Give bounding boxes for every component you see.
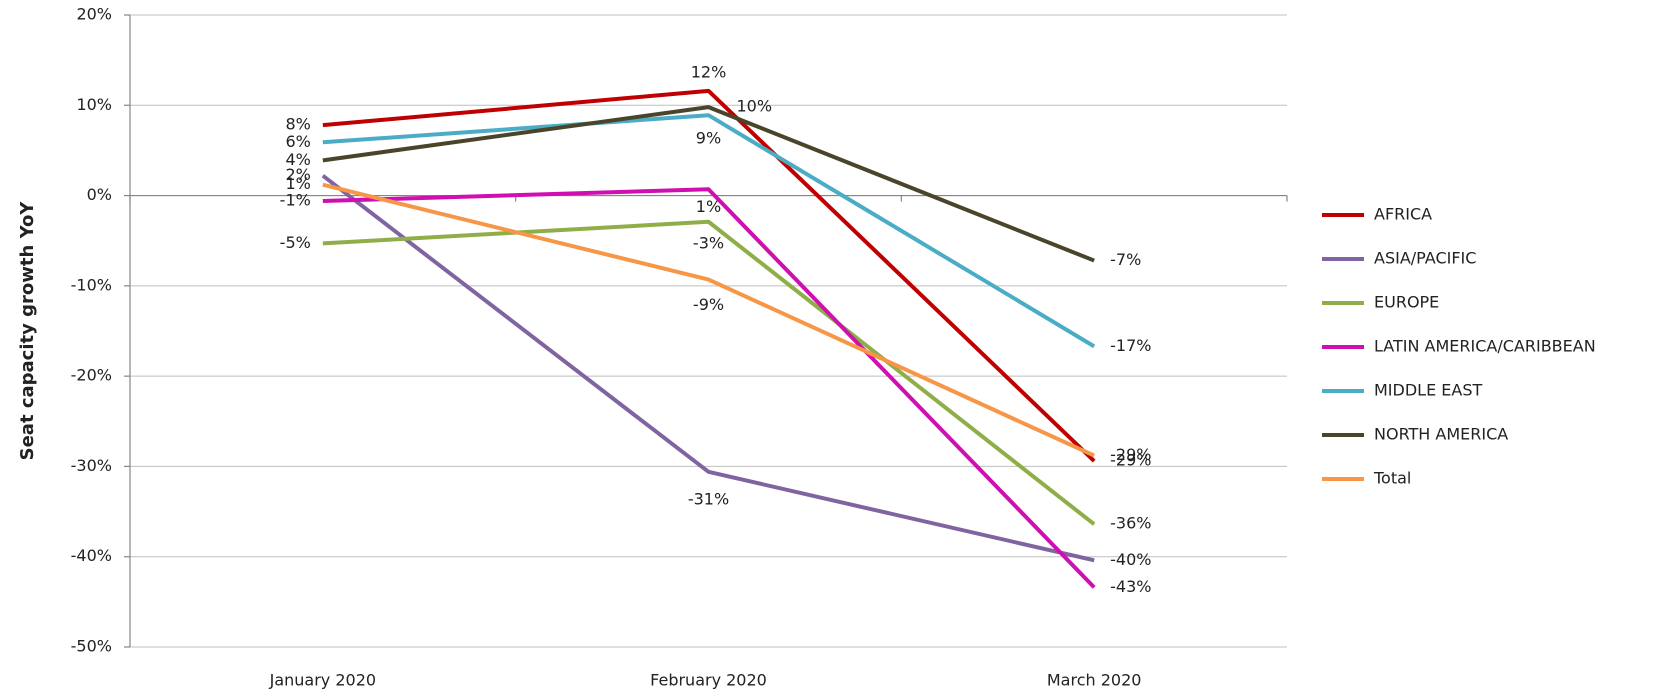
y-tick-label: -10% xyxy=(71,275,112,294)
data-label: -31% xyxy=(688,489,729,508)
y-tick-label: 10% xyxy=(76,95,112,114)
data-label: 12% xyxy=(691,62,727,81)
data-label: -1% xyxy=(280,190,311,209)
legend-label: ASIA/PACIFIC xyxy=(1374,249,1476,268)
x-tick-label: February 2020 xyxy=(650,671,767,690)
series-line xyxy=(322,113,1096,349)
data-label: 4% xyxy=(285,150,310,169)
data-label: -7% xyxy=(1110,250,1141,269)
legend-label: Total xyxy=(1373,469,1411,488)
y-tick-label: -50% xyxy=(71,637,112,656)
data-label: -29% xyxy=(1110,445,1151,464)
series-line xyxy=(322,105,1095,263)
series-line xyxy=(322,88,1096,463)
y-tick-label: 0% xyxy=(87,185,112,204)
series-line xyxy=(322,219,1096,526)
legend-label: AFRICA xyxy=(1374,205,1432,224)
legend-label: EUROPE xyxy=(1374,293,1439,312)
data-label: -29% xyxy=(1110,451,1151,470)
data-label: -40% xyxy=(1110,550,1151,569)
series-line xyxy=(322,187,1096,589)
data-label: 1% xyxy=(285,174,310,193)
y-tick-label: 20% xyxy=(76,5,112,24)
legend-label: MIDDLE EAST xyxy=(1374,381,1482,400)
data-label: -3% xyxy=(693,233,724,252)
data-label: 10% xyxy=(737,97,773,116)
data-label: -36% xyxy=(1110,514,1151,533)
x-tick-label: January 2020 xyxy=(269,671,376,690)
data-label: 2% xyxy=(285,165,310,184)
data-label: -17% xyxy=(1110,336,1151,355)
data-label: 6% xyxy=(285,132,310,151)
series-line xyxy=(322,182,1096,458)
data-label: -9% xyxy=(693,295,724,314)
x-tick-label: March 2020 xyxy=(1047,671,1142,690)
series-line xyxy=(321,174,1095,563)
legend-label: LATIN AMERICA/CARIBBEAN xyxy=(1374,337,1596,356)
data-label: -43% xyxy=(1110,577,1151,596)
y-axis-title: Seat capacity growth YoY xyxy=(17,201,38,461)
y-tick-label: -20% xyxy=(71,366,112,385)
y-tick-label: -40% xyxy=(71,546,112,565)
legend-label: NORTH AMERICA xyxy=(1374,425,1508,444)
data-label: 9% xyxy=(696,129,721,148)
data-label: 1% xyxy=(696,197,721,216)
data-label: -5% xyxy=(280,233,311,252)
data-label: 8% xyxy=(285,115,310,134)
y-tick-label: -30% xyxy=(71,456,112,475)
